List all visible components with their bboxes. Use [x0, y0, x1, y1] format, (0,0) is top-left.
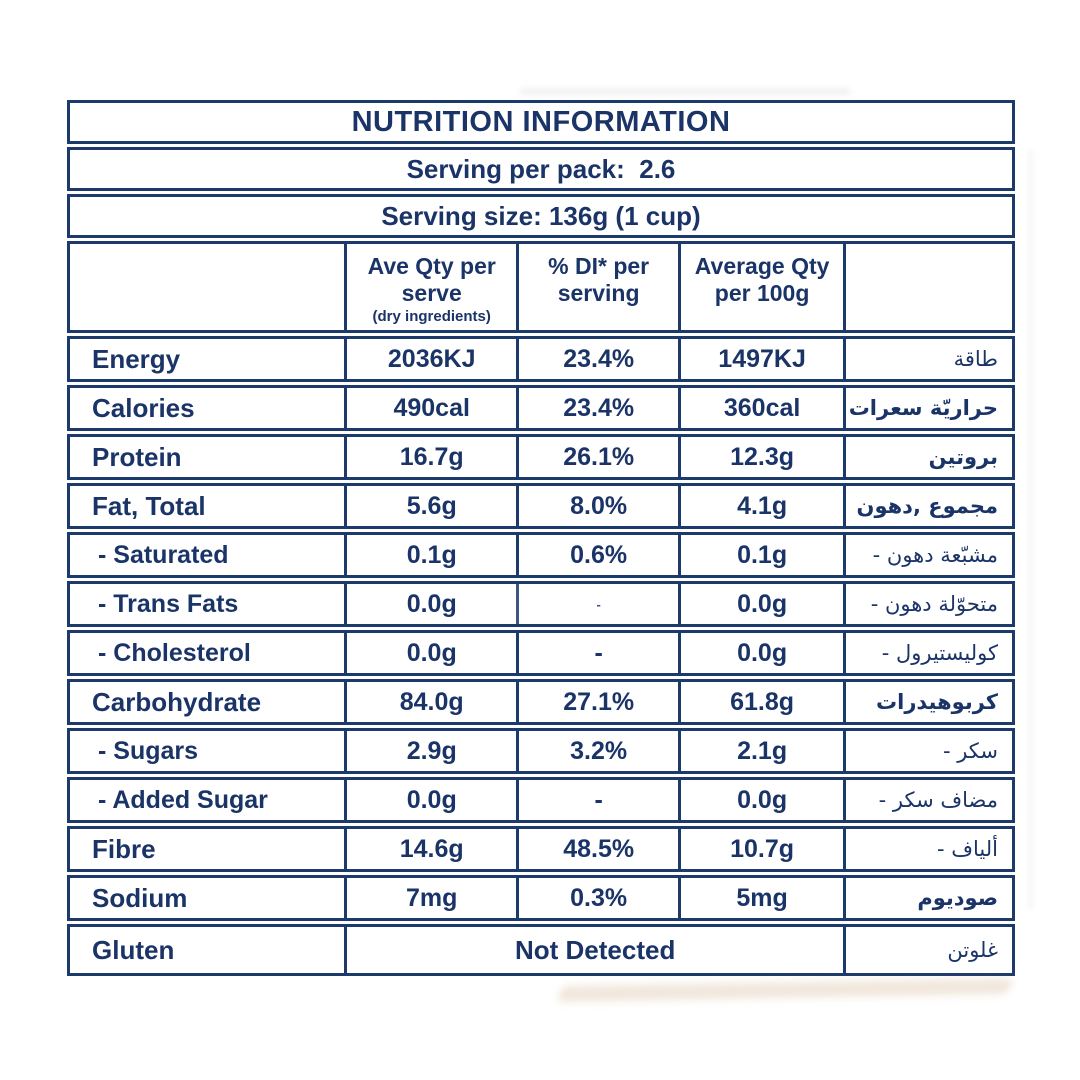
header-empty-arabic-cell — [843, 244, 1012, 330]
nutrient-label-ar: - سكر — [843, 731, 1012, 771]
nutrition-table: NUTRITION INFORMATION Serving per pack: … — [67, 100, 1015, 976]
nutrient-label-ar: دهون,‎ مجموع — [843, 486, 1012, 526]
value-per-serve: 0.0g — [344, 633, 516, 673]
nutrient-label-ar: كربوهيدرات — [843, 682, 1012, 722]
nutrient-label: Carbohydrate — [92, 686, 262, 717]
value-per-100g: 0.0g — [678, 584, 843, 624]
value-di: 8.0% — [516, 486, 678, 526]
value-per-serve: 14.6g — [344, 829, 516, 869]
nutrient-label: Fat, Total — [92, 490, 206, 521]
table-row-energy: Energy 2036KJ 23.4% 1497KJ طاقة — [67, 336, 1015, 382]
scan-artifact-top — [520, 88, 850, 95]
nutrient-label-ar: - كوليستيرول — [843, 633, 1012, 673]
value-per-serve: 84.0g — [344, 682, 516, 722]
nutrient-label: - Trans Fats — [98, 589, 239, 618]
serving-per-pack-row: Serving per pack: 2.6 — [67, 147, 1015, 191]
table-row-gluten: Gluten Not Detected غلوتن — [67, 924, 1015, 976]
value-per-100g: 0.0g — [678, 780, 843, 820]
value-di: 48.5% — [516, 829, 678, 869]
nutrient-label: Sodium — [92, 882, 188, 913]
header-ave-qty-per-serve: Ave Qty per serve (dry ingredients) — [344, 244, 516, 330]
nutrient-label: - Added Sugar — [98, 785, 268, 814]
nutrient-label: Energy — [92, 343, 181, 374]
value-di: 23.4% — [516, 339, 678, 379]
value-di: 27.1% — [516, 682, 678, 722]
value-per-100g: 360cal — [678, 388, 843, 428]
header-serve-note: (dry ingredients) — [372, 308, 491, 326]
header-100g-text: Average Qty per 100g — [694, 253, 830, 307]
nutrient-label-ar: غلوتن — [843, 927, 1012, 973]
value-per-100g: 0.0g — [678, 633, 843, 673]
value-di: 23.4% — [516, 388, 678, 428]
header-di-text: % DI* per serving — [548, 253, 650, 307]
value-per-100g: 4.1g — [678, 486, 843, 526]
value-per-100g: 10.7g — [678, 829, 843, 869]
nutrient-label-ar: طاقة — [843, 339, 1012, 379]
gluten-status: Not Detected — [344, 927, 843, 973]
scan-artifact-right — [1028, 150, 1033, 910]
table-row-trans-fats: - Trans Fats 0.0g - 0.0g - دهون‎ متحوّلة — [67, 581, 1015, 627]
value-per-serve: 16.7g — [344, 437, 516, 477]
nutrient-label-ar: صوديوم — [843, 878, 1012, 918]
value-di: - — [516, 780, 678, 820]
table-row-fat-total: Fat, Total 5.6g 8.0% 4.1g دهون,‎ مجموع — [67, 483, 1015, 529]
nutrient-label-ar: سعرات‎ حراريّة — [843, 388, 1012, 428]
value-per-serve: 0.0g — [344, 584, 516, 624]
header-empty-label-cell — [70, 244, 344, 330]
table-row-calories: Calories 490cal 23.4% 360cal سعرات‎ حرار… — [67, 385, 1015, 431]
header-serve-text: Ave Qty per serve — [367, 253, 496, 307]
header-di-per-serving: % DI* per serving — [516, 244, 678, 330]
value-per-100g: 1497KJ — [678, 339, 843, 379]
nutrient-label: - Saturated — [98, 540, 229, 569]
column-header-row: Ave Qty per serve (dry ingredients) % DI… — [67, 241, 1015, 333]
value-per-serve: 2.9g — [344, 731, 516, 771]
value-di: - — [516, 584, 678, 624]
value-di: 0.3% — [516, 878, 678, 918]
nutrient-label: Gluten — [92, 934, 175, 965]
header-average-qty-100g: Average Qty per 100g — [678, 244, 843, 330]
value-di: 3.2% — [516, 731, 678, 771]
value-per-100g: 61.8g — [678, 682, 843, 722]
table-row-added-sugar: - Added Sugar 0.0g - 0.0g - سكر‎ مضاف — [67, 777, 1015, 823]
table-row-sodium: Sodium 7mg 0.3% 5mg صوديوم — [67, 875, 1015, 921]
nutrient-label: Fibre — [92, 833, 156, 864]
value-per-100g: 12.3g — [678, 437, 843, 477]
table-row-saturated: - Saturated 0.1g 0.6% 0.1g - دهون‎ مشبّع… — [67, 532, 1015, 578]
value-per-serve: 0.1g — [344, 535, 516, 575]
table-title: NUTRITION INFORMATION — [351, 105, 731, 138]
nutrient-label-ar: - دهون‎ متحوّلة — [843, 584, 1012, 624]
table-title-row: NUTRITION INFORMATION — [67, 100, 1015, 144]
value-per-serve: 5.6g — [344, 486, 516, 526]
nutrient-label-ar: - ألياف — [843, 829, 1012, 869]
value-di: 0.6% — [516, 535, 678, 575]
serving-per-pack-text: Serving per pack: 2.6 — [406, 153, 676, 184]
value-per-100g: 2.1g — [678, 731, 843, 771]
value-di: - — [516, 633, 678, 673]
nutrient-label-ar: - دهون‎ مشبّعة — [843, 535, 1012, 575]
nutrient-label: Calories — [92, 392, 195, 423]
nutrient-label: - Sugars — [98, 736, 199, 765]
serving-size-row: Serving size: 136g (1 cup) — [67, 194, 1015, 238]
table-row-cholesterol: - Cholesterol 0.0g - 0.0g - كوليستيرول — [67, 630, 1015, 676]
value-per-100g: 0.1g — [678, 535, 843, 575]
value-per-serve: 0.0g — [344, 780, 516, 820]
value-per-serve: 2036KJ — [344, 339, 516, 379]
table-row-sugars: - Sugars 2.9g 3.2% 2.1g - سكر — [67, 728, 1015, 774]
serving-size-text: Serving size: 136g (1 cup) — [381, 200, 701, 231]
nutrient-label: - Cholesterol — [98, 638, 251, 667]
table-row-carbohydrate: Carbohydrate 84.0g 27.1% 61.8g كربوهيدرا… — [67, 679, 1015, 725]
table-row-fibre: Fibre 14.6g 48.5% 10.7g - ألياف — [67, 826, 1015, 872]
value-per-serve: 7mg — [344, 878, 516, 918]
nutrient-label-ar: بروتين — [843, 437, 1012, 477]
scan-artifact-bottom — [556, 978, 1014, 1002]
table-row-protein: Protein 16.7g 26.1% 12.3g بروتين — [67, 434, 1015, 480]
value-per-serve: 490cal — [344, 388, 516, 428]
nutrient-label: Protein — [92, 441, 182, 472]
value-di: 26.1% — [516, 437, 678, 477]
value-per-100g: 5mg — [678, 878, 843, 918]
nutrient-label-ar: - سكر‎ مضاف — [843, 780, 1012, 820]
